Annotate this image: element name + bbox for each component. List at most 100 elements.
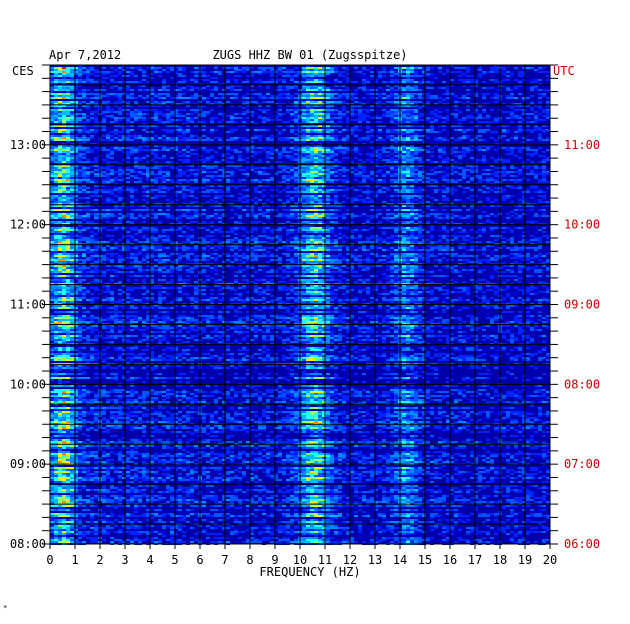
- spectrogram-cell: [322, 145, 326, 147]
- spectrogram-cell: [202, 147, 206, 149]
- spectrogram-cell: [546, 159, 550, 161]
- spectrogram-cell: [538, 189, 542, 191]
- spectrogram-cell: [394, 101, 398, 103]
- spectrogram-cell: [278, 205, 282, 207]
- spectrogram-cell: [526, 179, 530, 181]
- spectrogram-cell: [178, 129, 182, 131]
- spectrogram-cell: [226, 125, 230, 127]
- spectrogram-cell: [62, 151, 66, 153]
- spectrogram-cell: [470, 121, 474, 123]
- spectrogram-cell: [290, 147, 294, 149]
- spectrogram-cell: [202, 105, 206, 107]
- spectrogram-cell: [414, 103, 418, 105]
- spectrogram-cell: [470, 165, 474, 167]
- spectrogram-cell: [474, 75, 478, 77]
- spectrogram-cell: [246, 109, 250, 111]
- spectrogram-cell: [214, 77, 218, 79]
- spectrogram-cell: [358, 163, 362, 165]
- spectrogram-cell: [162, 113, 166, 115]
- spectrogram-cell: [62, 69, 66, 71]
- spectrogram-cell: [514, 205, 518, 207]
- spectrogram-cell: [394, 111, 398, 113]
- spectrogram-cell: [442, 209, 446, 211]
- spectrogram-cell: [94, 125, 98, 127]
- spectrogram-cell: [306, 67, 310, 69]
- spectrogram-cell: [150, 181, 154, 183]
- spectrogram-cell: [126, 67, 130, 69]
- spectrogram-cell: [410, 161, 414, 163]
- spectrogram-cell: [474, 169, 478, 171]
- spectrogram-cell: [442, 93, 446, 95]
- spectrogram-cell: [178, 135, 182, 137]
- spectrogram-cell: [314, 195, 318, 197]
- spectrogram-cell: [534, 69, 538, 71]
- spectrogram-cell: [242, 189, 246, 191]
- spectrogram-cell: [546, 109, 550, 111]
- spectrogram-cell: [322, 199, 326, 201]
- spectrogram-cell: [526, 191, 530, 193]
- spectrogram-cell: [54, 159, 58, 161]
- spectrogram-cell: [362, 161, 366, 163]
- spectrogram-cell: [282, 95, 286, 97]
- spectrogram-cell: [422, 181, 426, 183]
- spectrogram-cell: [490, 93, 494, 95]
- spectrogram-cell: [294, 119, 298, 121]
- spectrogram-cell: [418, 93, 422, 95]
- spectrogram-cell: [342, 147, 346, 149]
- spectrogram-cell: [150, 109, 154, 111]
- spectrogram-cell: [286, 191, 290, 193]
- spectrogram-cell: [178, 175, 182, 177]
- spectrogram-cell: [230, 173, 234, 175]
- spectrogram-cell: [114, 71, 118, 73]
- spectrogram-cell: [178, 119, 182, 121]
- spectrogram-cell: [242, 183, 246, 185]
- spectrogram-cell: [250, 137, 254, 139]
- spectrogram-cell: [382, 93, 386, 95]
- spectrogram-cell: [110, 209, 114, 211]
- spectrogram-cell: [162, 155, 166, 157]
- spectrogram-cell: [458, 159, 462, 161]
- spectrogram-cell: [522, 203, 526, 205]
- spectrogram-cell: [386, 129, 390, 131]
- spectrogram-cell: [322, 105, 326, 107]
- spectrogram-cell: [510, 167, 514, 169]
- spectrogram-cell: [482, 179, 486, 181]
- spectrogram-cell: [182, 75, 186, 77]
- spectrogram-cell: [534, 165, 538, 167]
- spectrogram-cell: [406, 105, 410, 107]
- spectrogram-cell: [134, 119, 138, 121]
- spectrogram-cell: [506, 75, 510, 77]
- spectrogram-cell: [146, 207, 150, 209]
- spectrogram-cell: [106, 159, 110, 161]
- spectrogram-cell: [474, 203, 478, 205]
- spectrogram-cell: [102, 67, 106, 69]
- spectrogram-cell: [366, 109, 370, 111]
- spectrogram-cell: [86, 81, 90, 83]
- spectrogram-cell: [94, 81, 98, 83]
- spectrogram-cell: [530, 109, 534, 111]
- spectrogram-cell: [530, 165, 534, 167]
- spectrogram-cell: [90, 143, 94, 145]
- spectrogram-cell: [306, 201, 310, 203]
- spectrogram-cell: [450, 113, 454, 115]
- spectrogram-cell: [470, 207, 474, 209]
- spectrogram-cell: [522, 109, 526, 111]
- spectrogram-cell: [70, 175, 74, 177]
- spectrogram-cell: [114, 183, 118, 185]
- spectrogram-cell: [350, 113, 354, 115]
- spectrogram-cell: [322, 89, 326, 91]
- spectrogram-cell: [262, 145, 266, 147]
- spectrogram-cell: [378, 155, 382, 157]
- spectrogram-cell: [358, 105, 362, 107]
- spectrogram-cell: [314, 155, 318, 157]
- spectrogram-cell: [426, 179, 430, 181]
- spectrogram-cell: [314, 169, 318, 171]
- spectrogram-cell: [318, 137, 322, 139]
- spectrogram-cell: [178, 131, 182, 133]
- spectrogram-cell: [474, 171, 478, 173]
- spectrogram-cell: [82, 101, 86, 103]
- spectrogram-cell: [150, 205, 154, 207]
- spectrogram-cell: [386, 187, 390, 189]
- spectrogram-cell: [114, 177, 118, 179]
- spectrogram-cell: [314, 203, 318, 205]
